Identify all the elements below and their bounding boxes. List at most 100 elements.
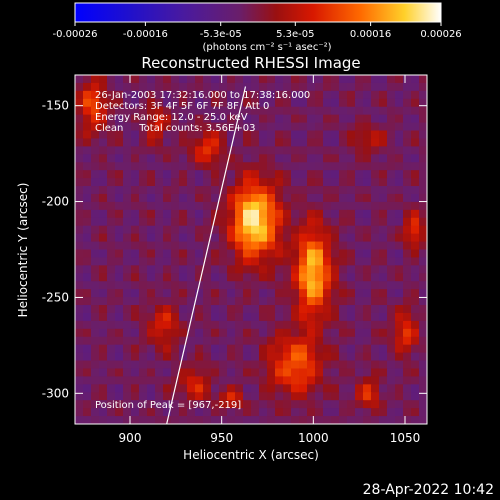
heatmap-cell (315, 416, 324, 424)
heatmap-cell (139, 154, 148, 163)
heatmap-cell (331, 170, 340, 179)
heatmap-cell (107, 273, 116, 282)
heatmap-cell (83, 376, 92, 385)
heatmap-cell (123, 376, 132, 385)
heatmap-cell (171, 114, 180, 124)
heatmap-cell (163, 130, 172, 140)
heatmap-cell (83, 384, 92, 393)
heatmap-cell (379, 138, 388, 147)
heatmap-cell (107, 257, 116, 266)
heatmap-cell (203, 130, 212, 140)
heatmap-cell (283, 122, 292, 132)
heatmap-cell (163, 408, 172, 417)
heatmap-cell (147, 98, 156, 108)
heatmap-cell (307, 217, 316, 227)
heatmap-cell (355, 154, 364, 163)
heatmap-cell (387, 98, 396, 108)
heatmap-cell (371, 106, 380, 116)
heatmap-cell (275, 193, 284, 203)
heatmap-cell (211, 178, 220, 187)
heatmap-cell (403, 320, 412, 330)
heatmap-cell (75, 82, 84, 92)
heatmap-cell (411, 90, 420, 100)
heatmap-cell (395, 233, 404, 243)
heatmap-cell (275, 241, 284, 251)
heatmap-cell (323, 209, 332, 219)
heatmap-cell (299, 400, 308, 409)
heatmap-cell (155, 249, 164, 259)
heatmap-cell (203, 154, 212, 163)
heatmap-cell (163, 312, 172, 322)
heatmap-cell (355, 305, 364, 314)
heatmap-cell (107, 408, 116, 417)
heatmap-cell (379, 416, 388, 424)
heatmap-cell (203, 209, 212, 219)
heatmap-cell (75, 154, 84, 163)
heatmap-cell (267, 130, 276, 140)
heatmap-cell (187, 178, 196, 187)
heatmap-cell (387, 320, 396, 330)
heatmap-cell (147, 376, 156, 385)
heatmap-cell (91, 392, 100, 401)
heatmap-cell (179, 241, 188, 251)
heatmap-cell (267, 75, 276, 84)
heatmap-cell (99, 201, 108, 211)
heatmap-cell (419, 106, 427, 116)
heatmap-cell (107, 225, 116, 235)
heatmap-cell (299, 106, 308, 116)
heatmap-cell (275, 265, 284, 274)
heatmap-cell (299, 130, 308, 140)
heatmap-cell (147, 186, 156, 195)
heatmap-cell (291, 225, 300, 235)
heatmap-cell (235, 312, 244, 322)
heatmap-cell (339, 336, 348, 346)
heatmap-cell (83, 193, 92, 203)
heatmap-cell (163, 122, 172, 132)
heatmap-cell (155, 384, 164, 393)
heatmap-cell (195, 138, 204, 147)
heatmap-cell (147, 328, 156, 338)
heatmap-cell (123, 281, 132, 290)
heatmap-cell (419, 217, 427, 227)
heatmap-cell (163, 328, 172, 338)
heatmap-cell (419, 241, 427, 251)
heatmap-cell (371, 281, 380, 290)
heatmap-cell (211, 201, 220, 211)
heatmap-cell (171, 201, 180, 211)
heatmap-cell (163, 186, 172, 195)
heatmap-cell (347, 408, 356, 417)
heatmap-cell (131, 265, 140, 274)
heatmap-cell (147, 106, 156, 116)
heatmap-cell (187, 368, 196, 378)
heatmap-cell (315, 360, 324, 370)
heatmap-cell (131, 90, 140, 100)
heatmap-cell (99, 376, 108, 385)
heatmap-cell (291, 138, 300, 147)
heatmap-cell (347, 90, 356, 100)
heatmap-cell (363, 233, 372, 243)
heatmap-cell (291, 217, 300, 227)
heatmap-cell (75, 201, 84, 211)
heatmap-cell (171, 408, 180, 417)
heatmap-cell (379, 209, 388, 219)
heatmap-cell (355, 273, 364, 282)
heatmap-cell (267, 352, 276, 362)
heatmap-cell (203, 217, 212, 227)
heatmap-cell (147, 384, 156, 393)
heatmap-cell (195, 90, 204, 100)
heatmap-cell (251, 376, 260, 385)
heatmap-cell (243, 392, 252, 401)
heatmap-cell (179, 130, 188, 140)
heatmap-cell (251, 241, 260, 251)
heatmap-cell (83, 138, 92, 147)
heatmap-cell (251, 305, 260, 314)
heatmap-cell (315, 186, 324, 195)
heatmap-cell (219, 233, 228, 243)
heatmap-cell (187, 82, 196, 92)
heatmap-cell (315, 98, 324, 108)
heatmap-cell (243, 186, 252, 195)
heatmap-cell (75, 146, 84, 155)
heatmap-cell (243, 106, 252, 116)
heatmap-cell (99, 225, 108, 235)
heatmap-cell (307, 201, 316, 211)
